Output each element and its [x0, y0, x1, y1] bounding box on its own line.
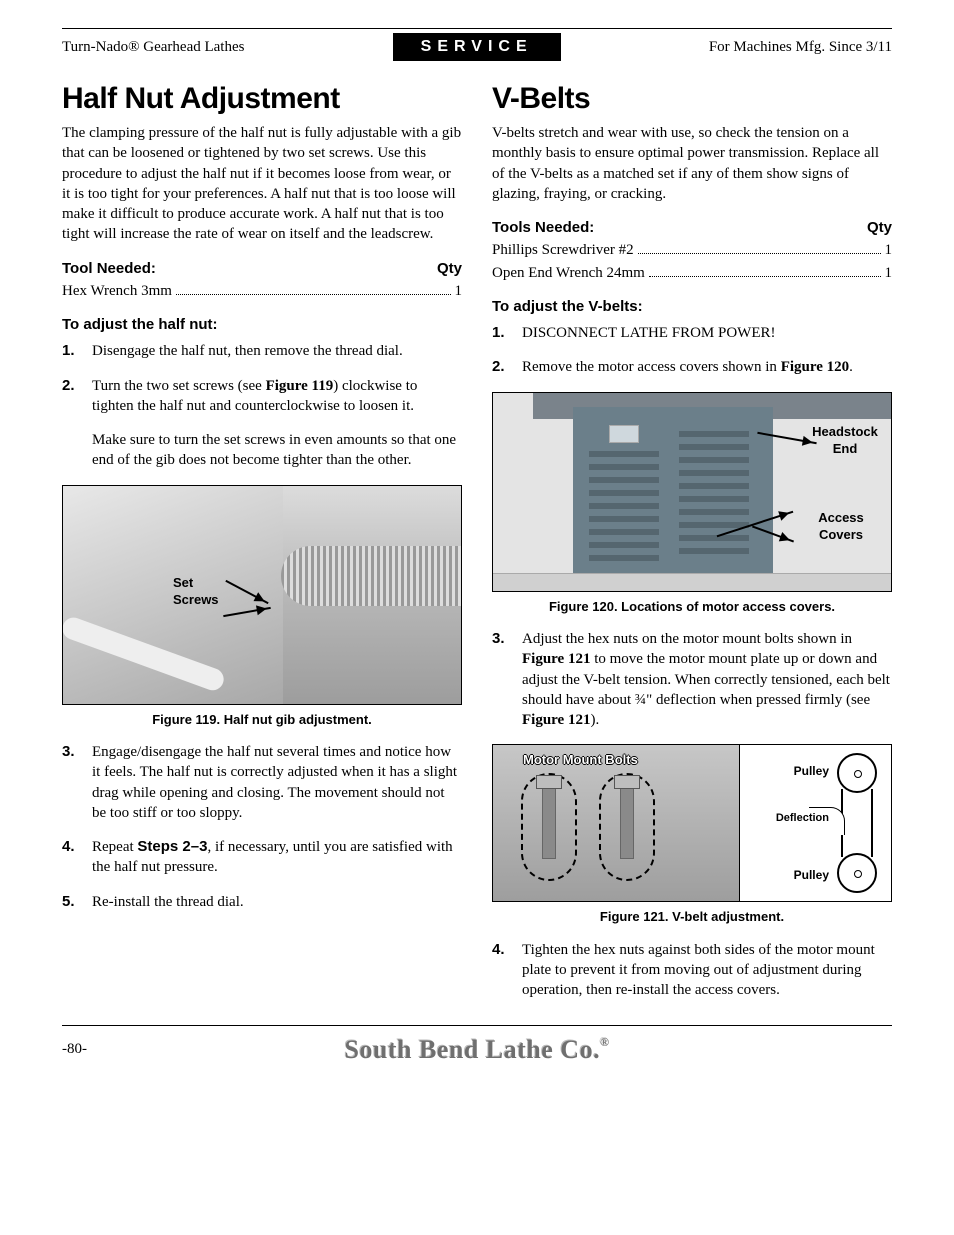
step-item: 2.Remove the motor access covers shown i…: [492, 357, 892, 377]
fig121-mmb-label: Motor Mount Bolts: [523, 751, 638, 769]
step-text: DISCONNECT LATHE FROM POWER!: [522, 323, 892, 343]
step-text: Remove the motor access covers shown in …: [522, 357, 892, 377]
fig120-caption: Figure 120. Locations of motor access co…: [492, 598, 892, 616]
left-tools-header: Tool Needed: Qty: [62, 259, 462, 279]
fig121-deflection-label: Deflection: [776, 811, 829, 826]
page-number: -80-: [62, 1039, 122, 1059]
right-intro: V-belts stretch and wear with use, so ch…: [492, 123, 892, 204]
step-number: 3.: [492, 629, 522, 730]
step-number: 2.: [492, 357, 522, 377]
step-number: 5.: [62, 892, 92, 912]
step-item: 4.Repeat Steps 2–3, if necessary, until …: [62, 837, 462, 878]
tool-qty: 1: [885, 240, 893, 260]
tool-line: Open End Wrench 24mm 1: [492, 263, 892, 283]
step-item: 2.Turn the two set screws (see Figure 11…: [62, 376, 462, 471]
page-footer: -80- South Bend Lathe Co.®: [62, 1025, 892, 1067]
tool-qty: 1: [885, 263, 893, 283]
step-text: Adjust the hex nuts on the motor mount b…: [522, 629, 892, 730]
left-steps-1: 1.Disengage the half nut, then remove th…: [62, 341, 462, 470]
fig121-pulley-top-label: Pulley: [794, 763, 829, 779]
right-tools-header: Tools Needed: Qty: [492, 218, 892, 238]
step-text: Disengage the half nut, then remove the …: [92, 341, 462, 361]
fig120-access-label: AccessCovers: [811, 509, 871, 544]
step-item: 1.DISCONNECT LATHE FROM POWER!: [492, 323, 892, 343]
two-column-layout: Half Nut Adjustment The clamping pressur…: [62, 79, 892, 1015]
step-text: Repeat Steps 2–3, if necessary, until yo…: [92, 837, 462, 878]
top-rule: [62, 28, 892, 29]
figure-119: SetScrews: [62, 485, 462, 705]
step-text: Turn the two set screws (see Figure 119)…: [92, 376, 462, 417]
step-item: 3.Engage/disengage the half nut several …: [62, 742, 462, 823]
fig120-headstock-label: HeadstockEnd: [809, 423, 881, 458]
tools-needed-label: Tools Needed:: [492, 218, 594, 238]
page-header: Turn-Nado® Gearhead Lathes SERVICE For M…: [62, 33, 892, 61]
step-text: Re-install the thread dial.: [92, 892, 462, 912]
left-heading: Half Nut Adjustment: [62, 79, 462, 120]
tool-name: Open End Wrench 24mm: [492, 263, 645, 283]
left-intro: The clamping pressure of the half nut is…: [62, 123, 462, 245]
step-number: 4.: [62, 837, 92, 878]
step-text: Make sure to turn the set screws in even…: [92, 430, 462, 471]
right-steps-end: 4.Tighten the hex nuts against both side…: [492, 940, 892, 1001]
fig121-pulley-bot-label: Pulley: [794, 867, 829, 883]
step-item: 5.Re-install the thread dial.: [62, 892, 462, 912]
step-number: 2.: [62, 376, 92, 471]
left-column: Half Nut Adjustment The clamping pressur…: [62, 79, 462, 1015]
left-tools-list: Hex Wrench 3mm 1: [62, 281, 462, 301]
step-item: 1.Disengage the half nut, then remove th…: [62, 341, 462, 361]
right-heading: V-Belts: [492, 79, 892, 120]
figure-121: Motor Mount Bolts Pulley Deflection Pull…: [492, 744, 892, 902]
step-item: 3.Adjust the hex nuts on the motor mount…: [492, 629, 892, 730]
qty-label-r: Qty: [867, 218, 892, 238]
tool-name: Phillips Screwdriver #2: [492, 240, 634, 260]
tool-line: Phillips Screwdriver #2 1: [492, 240, 892, 260]
right-column: V-Belts V-belts stretch and wear with us…: [492, 79, 892, 1015]
brand-footer: South Bend Lathe Co.®: [122, 1032, 832, 1067]
right-steps-1: 1.DISCONNECT LATHE FROM POWER!2.Remove t…: [492, 323, 892, 378]
right-steps-mid: 3.Adjust the hex nuts on the motor mount…: [492, 629, 892, 730]
left-subhead: To adjust the half nut:: [62, 315, 462, 335]
step-text: Engage/disengage the half nut several ti…: [92, 742, 462, 823]
right-tools-list: Phillips Screwdriver #2 1Open End Wrench…: [492, 240, 892, 283]
left-steps-2: 3.Engage/disengage the half nut several …: [62, 742, 462, 912]
header-section-banner: SERVICE: [393, 33, 561, 61]
step-number: 1.: [62, 341, 92, 361]
step-number: 3.: [62, 742, 92, 823]
tool-name: Hex Wrench 3mm: [62, 281, 172, 301]
tool-qty: 1: [455, 281, 463, 301]
fig119-caption: Figure 119. Half nut gib adjustment.: [62, 711, 462, 729]
qty-label: Qty: [437, 259, 462, 279]
tool-needed-label: Tool Needed:: [62, 259, 156, 279]
fig119-label: SetScrews: [173, 574, 219, 609]
fig121-caption: Figure 121. V-belt adjustment.: [492, 908, 892, 926]
header-right: For Machines Mfg. Since 3/11: [709, 37, 892, 57]
header-left: Turn-Nado® Gearhead Lathes: [62, 37, 244, 57]
figure-120: HeadstockEnd AccessCovers: [492, 392, 892, 592]
step-item: 4.Tighten the hex nuts against both side…: [492, 940, 892, 1001]
step-number: 4.: [492, 940, 522, 1001]
tool-line: Hex Wrench 3mm 1: [62, 281, 462, 301]
right-subhead: To adjust the V-belts:: [492, 297, 892, 317]
step-text: Tighten the hex nuts against both sides …: [522, 940, 892, 1001]
step-number: 1.: [492, 323, 522, 343]
